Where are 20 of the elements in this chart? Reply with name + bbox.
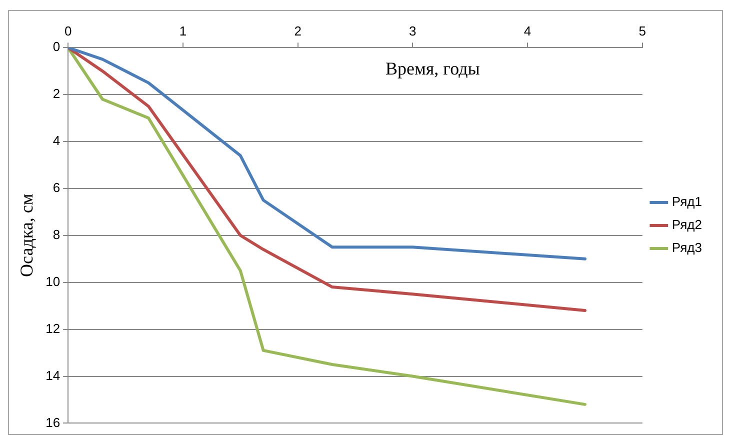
y-tick-label: 14 [46, 368, 60, 383]
x-tick-label: 3 [409, 23, 416, 38]
x-tick-label: 2 [294, 23, 302, 38]
y-tick-label: 16 [46, 414, 60, 430]
x-axis-title: Время, годы [385, 58, 480, 78]
y-tick-label: 2 [52, 86, 60, 102]
y-axis-title: Осадка, см [16, 194, 37, 277]
legend-label: Ряд2 [672, 217, 702, 232]
y-tick-label: 0 [52, 39, 60, 54]
y-tick-label: 6 [52, 180, 60, 196]
x-tick-label: 5 [638, 23, 646, 38]
y-tick-label: 10 [46, 274, 60, 289]
x-tick-label: 0 [64, 23, 72, 38]
y-tick-label: 12 [46, 320, 60, 336]
x-tick-label: 4 [524, 23, 532, 38]
legend-label: Ряд3 [672, 240, 702, 256]
y-tick-label: 8 [52, 226, 60, 242]
legend-label: Ряд1 [672, 194, 702, 210]
x-tick-label: 1 [179, 23, 187, 38]
y-tick-label: 4 [52, 133, 60, 148]
